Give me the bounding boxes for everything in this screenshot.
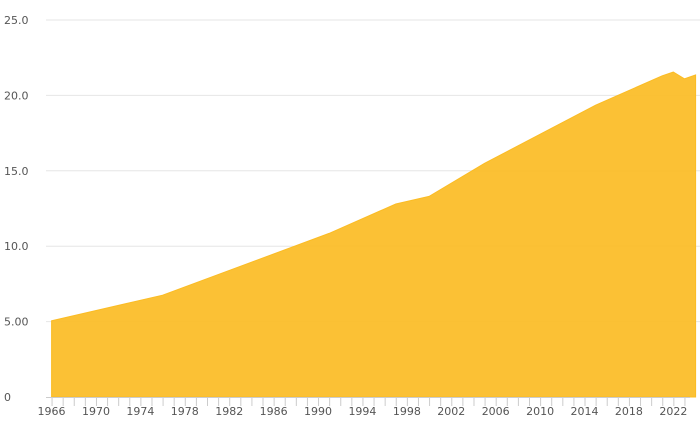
y-tick-label: 10.0	[4, 240, 29, 253]
y-tick-label: 5.00	[4, 316, 29, 329]
x-tick-label: 2014	[571, 405, 599, 418]
x-tick-label: 1974	[126, 405, 154, 418]
x-tick-label: 1994	[348, 405, 376, 418]
x-tick-label: 1970	[82, 405, 110, 418]
x-tick-label: 1986	[260, 405, 288, 418]
x-tick-label: 1966	[38, 405, 66, 418]
x-tick-label: 1998	[393, 405, 421, 418]
x-axis-labels: 1966 1970 1974 1978 1982 1986 1990 1994 1998 2002…	[38, 405, 688, 418]
y-tick-label: 25.0	[4, 14, 29, 27]
x-tick-label: 2002	[437, 405, 465, 418]
x-axis	[46, 397, 690, 406]
y-tick-label: 0	[4, 391, 11, 404]
area-series	[51, 71, 697, 398]
y-tick-label: 15.0	[4, 165, 29, 178]
y-axis: 0 5.00 10.0 15.0 20.0 25.0	[4, 14, 29, 404]
x-tick-label: 2018	[615, 405, 643, 418]
area-fill	[51, 71, 697, 398]
x-tick-label: 1978	[171, 405, 199, 418]
x-tick-label: 2022	[659, 405, 687, 418]
x-tick-label: 1982	[215, 405, 243, 418]
x-tick-label: 1990	[304, 405, 332, 418]
x-tick-label: 2006	[482, 405, 510, 418]
x-tick-label: 2010	[526, 405, 554, 418]
y-tick-label: 20.0	[4, 89, 29, 102]
